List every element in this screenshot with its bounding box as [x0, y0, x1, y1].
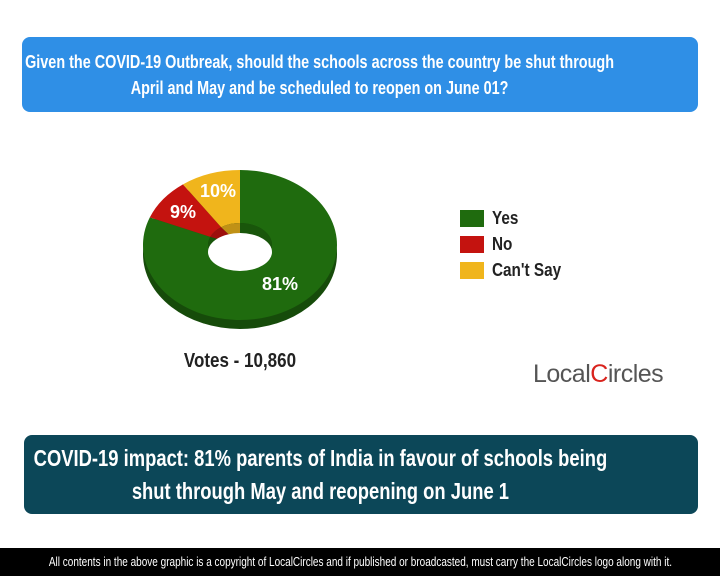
chart-legend: Yes No Can't Say	[460, 205, 573, 283]
copyright-footer: All contents in the above graphic is a c…	[0, 548, 720, 576]
legend-item-yes: Yes	[460, 205, 573, 231]
copyright-text: All contents in the above graphic is a c…	[48, 555, 672, 569]
donut-hole	[208, 233, 272, 271]
headline-text: COVID-19 impact: 81% parents of India in…	[33, 444, 608, 504]
donut-slice-yes	[143, 170, 338, 320]
legend-item-cant-say: Can't Say	[460, 257, 573, 283]
legend-label-yes: Yes	[492, 207, 519, 228]
legend-swatch-no	[460, 235, 484, 253]
legend-swatch-cant-say	[460, 261, 484, 279]
logo-text-local: Local	[533, 360, 591, 388]
donut-slice-can-t-say	[182, 170, 240, 228]
votes-text: Votes - 10,860	[183, 350, 297, 372]
logo-text-circles: ircles	[607, 360, 664, 388]
question-text: Given the COVID-19 Outbreak, should the …	[24, 51, 614, 98]
donut-slice-no	[149, 184, 222, 237]
localcircles-logo: LocalCircles	[533, 360, 664, 389]
slice-label-no: 9%	[170, 202, 196, 222]
legend-label-cant-say: Can't Say	[492, 259, 562, 280]
slice-label-can-t-say: 10%	[200, 181, 236, 201]
headline-banner: COVID-19 impact: 81% parents of India in…	[24, 435, 698, 514]
legend-item-no: No	[460, 231, 573, 257]
slice-label-yes: 81%	[262, 274, 298, 294]
legend-swatch-yes	[460, 209, 484, 227]
votes-count: Votes - 10,860	[150, 350, 330, 373]
legend-label-no: No	[492, 233, 513, 254]
question-banner: Given the COVID-19 Outbreak, should the …	[22, 37, 698, 112]
logo-pin-icon: C	[590, 360, 608, 388]
